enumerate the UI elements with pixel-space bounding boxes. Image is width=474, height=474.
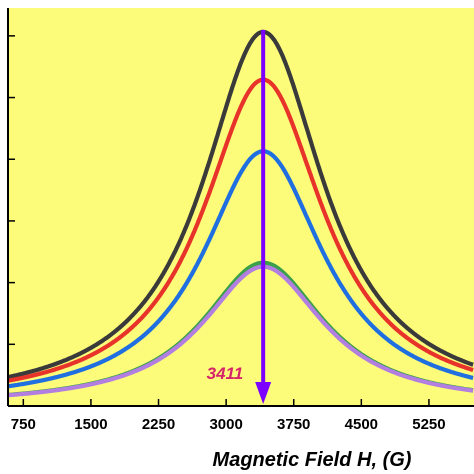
x-tick-label-4: 3750 [277,416,310,433]
x-tick-label-0: 750 [11,416,36,433]
series-line-5 [7,264,474,398]
series-line-3 [7,149,474,389]
x-axis-title: Magnetic Field H, (G) [213,449,412,471]
x-ticks: 750 1500 2250 3000 3750 4500 5250 [11,399,446,433]
plot-background [8,8,474,406]
series-line-1 [7,29,474,380]
series-group [7,29,474,398]
x-tick-label-6: 5250 [412,416,445,433]
x-tick-label-3: 3000 [209,416,242,433]
x-tick-label-2: 2250 [142,416,175,433]
annotation-label: 3411 [207,364,244,383]
annotation-arrow-head [255,382,272,404]
annotations: 3411 [207,29,272,404]
x-tick-label-1: 1500 [74,416,107,433]
series-line-2 [7,77,474,383]
x-tick-label-5: 4500 [345,416,378,433]
